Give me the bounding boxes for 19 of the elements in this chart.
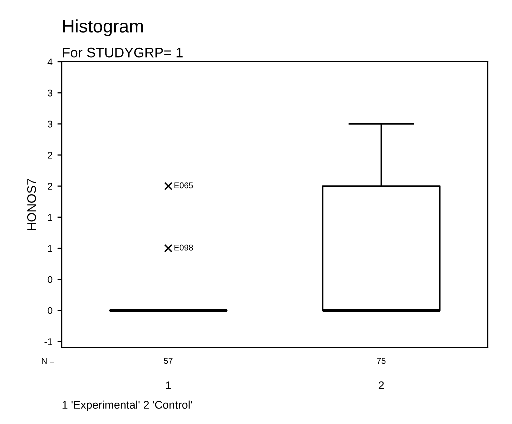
y-tick-label: 1 [48, 214, 52, 221]
y-tick-label: 0 [48, 276, 53, 284]
y-tick-label: 2 [48, 152, 52, 159]
y-axis-title: HONOS7 [27, 179, 36, 230]
annotation: E065 [174, 182, 194, 189]
text: 1 'Experimental' 2 'Control' [62, 400, 192, 412]
y-tick-label: -1 [44, 338, 52, 346]
y-tick-label: 4 [48, 58, 53, 66]
y-tick-label: 3 [48, 90, 53, 97]
y-tick-label: 2 [48, 183, 52, 190]
text: N = [42, 358, 54, 364]
chart-subtitle: For STUDYGRP= 1 [63, 48, 183, 58]
chart-title: Histogram [63, 20, 144, 36]
annotation: E098 [174, 244, 194, 251]
text: 57 [164, 358, 173, 364]
y-tick-label: 1 [48, 245, 52, 252]
y-tick-label: 3 [48, 120, 53, 128]
text: 75 [377, 358, 386, 364]
y-tick-label: 0 [48, 307, 53, 314]
